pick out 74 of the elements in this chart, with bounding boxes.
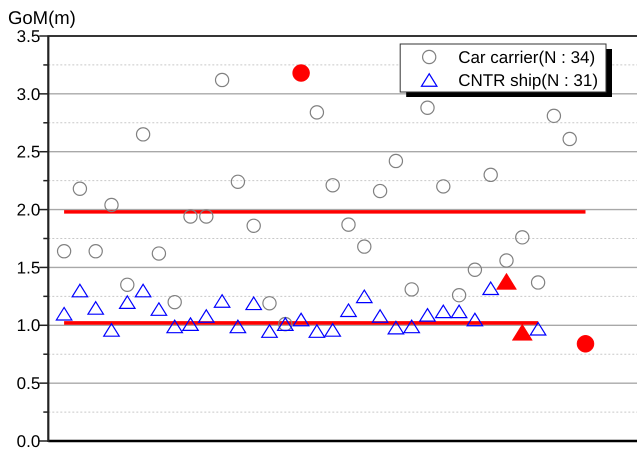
- point: [88, 244, 103, 258]
- point: [530, 275, 546, 290]
- point: [404, 282, 419, 297]
- point: [230, 174, 246, 189]
- point: [576, 335, 594, 353]
- point: [356, 290, 373, 304]
- point: [214, 72, 230, 88]
- point: [134, 284, 152, 298]
- point: [419, 308, 436, 322]
- point: [482, 281, 500, 296]
- point: [199, 209, 214, 224]
- y-tick-label: 2.5: [16, 142, 40, 162]
- point: [262, 296, 277, 310]
- point: [308, 324, 326, 338]
- point: [292, 64, 310, 82]
- point: [103, 323, 120, 337]
- point: [450, 304, 468, 318]
- point: [499, 253, 514, 268]
- point: [310, 105, 324, 120]
- point: [261, 324, 278, 338]
- y-axis-title: GoM(m): [8, 7, 76, 28]
- point: [324, 323, 342, 337]
- point: [87, 301, 104, 315]
- y-tick-label: 1.0: [16, 316, 40, 336]
- point: [483, 168, 498, 182]
- point: [388, 320, 404, 334]
- point: [496, 272, 517, 290]
- point: [325, 178, 340, 192]
- point: [120, 278, 134, 292]
- point: [515, 230, 530, 245]
- point: [372, 184, 388, 198]
- legend-label: Car carrier(N : 34): [458, 48, 596, 68]
- point: [183, 209, 198, 224]
- point: [182, 317, 199, 331]
- y-tick-label: 0.0: [16, 432, 40, 451]
- y-tick-label: 1.5: [16, 258, 40, 278]
- point: [468, 262, 482, 277]
- legend-label: CNTR ship(N : 31): [458, 71, 598, 90]
- point: [56, 244, 72, 258]
- point: [150, 302, 168, 316]
- point: [152, 246, 166, 261]
- point: [420, 100, 435, 115]
- point: [562, 132, 577, 146]
- y-tick-label: 3.0: [16, 84, 40, 104]
- point: [168, 294, 182, 310]
- point: [72, 182, 88, 196]
- point: [214, 294, 230, 308]
- point: [546, 108, 562, 124]
- point: [245, 296, 262, 310]
- y-tick-label: 0.5: [16, 374, 40, 394]
- point: [341, 217, 356, 232]
- point: [512, 324, 533, 341]
- y-tick-label: 2.0: [16, 200, 40, 220]
- point: [452, 288, 466, 302]
- point: [118, 295, 136, 309]
- point: [230, 320, 246, 334]
- point: [466, 312, 484, 326]
- point: [136, 127, 150, 142]
- point: [198, 309, 215, 323]
- point: [357, 239, 372, 254]
- point: [72, 284, 88, 298]
- point: [340, 303, 357, 318]
- point: [436, 179, 450, 194]
- point: [104, 198, 119, 212]
- point: [372, 309, 388, 323]
- point: [166, 320, 184, 334]
- y-tick-label: 3.5: [16, 26, 40, 46]
- point: [530, 322, 546, 336]
- point: [246, 218, 261, 233]
- point: [434, 304, 452, 318]
- point: [292, 312, 310, 326]
- point: [56, 306, 72, 321]
- point: [388, 154, 404, 168]
- point: [403, 320, 420, 334]
